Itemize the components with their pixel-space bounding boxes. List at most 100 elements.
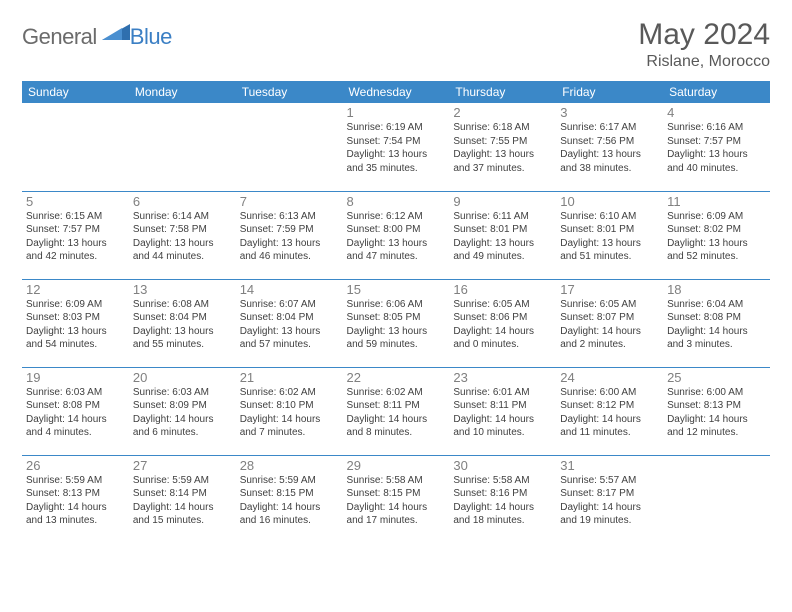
day-number: 23 bbox=[453, 370, 550, 385]
day-cell: 21Sunrise: 6:02 AMSunset: 8:10 PMDayligh… bbox=[236, 367, 343, 455]
day-cell: 12Sunrise: 6:09 AMSunset: 8:03 PMDayligh… bbox=[22, 279, 129, 367]
day-cell bbox=[663, 455, 770, 543]
day-info: Sunrise: 5:59 AMSunset: 8:15 PMDaylight:… bbox=[240, 474, 337, 528]
day-number: 13 bbox=[133, 282, 230, 297]
day-number: 7 bbox=[240, 194, 337, 209]
day-number: 3 bbox=[560, 105, 657, 120]
day-header-thu: Thursday bbox=[449, 81, 556, 103]
day-info: Sunrise: 6:19 AMSunset: 7:54 PMDaylight:… bbox=[347, 121, 444, 175]
day-info: Sunrise: 6:02 AMSunset: 8:11 PMDaylight:… bbox=[347, 386, 444, 440]
day-cell bbox=[22, 103, 129, 191]
day-header-fri: Friday bbox=[556, 81, 663, 103]
day-cell: 23Sunrise: 6:01 AMSunset: 8:11 PMDayligh… bbox=[449, 367, 556, 455]
month-title: May 2024 bbox=[638, 18, 770, 51]
day-cell: 13Sunrise: 6:08 AMSunset: 8:04 PMDayligh… bbox=[129, 279, 236, 367]
day-info: Sunrise: 5:59 AMSunset: 8:13 PMDaylight:… bbox=[26, 474, 123, 528]
day-number: 5 bbox=[26, 194, 123, 209]
day-number: 4 bbox=[667, 105, 764, 120]
day-number: 14 bbox=[240, 282, 337, 297]
day-cell: 6Sunrise: 6:14 AMSunset: 7:58 PMDaylight… bbox=[129, 191, 236, 279]
location-subtitle: Rislane, Morocco bbox=[638, 53, 770, 71]
week-row: 26Sunrise: 5:59 AMSunset: 8:13 PMDayligh… bbox=[22, 455, 770, 543]
day-info: Sunrise: 6:18 AMSunset: 7:55 PMDaylight:… bbox=[453, 121, 550, 175]
day-cell: 31Sunrise: 5:57 AMSunset: 8:17 PMDayligh… bbox=[556, 455, 663, 543]
day-info: Sunrise: 5:58 AMSunset: 8:15 PMDaylight:… bbox=[347, 474, 444, 528]
day-info: Sunrise: 6:06 AMSunset: 8:05 PMDaylight:… bbox=[347, 298, 444, 352]
day-cell: 4Sunrise: 6:16 AMSunset: 7:57 PMDaylight… bbox=[663, 103, 770, 191]
calendar-page: General Blue May 2024 Rislane, Morocco S… bbox=[0, 0, 792, 543]
day-info: Sunrise: 6:05 AMSunset: 8:06 PMDaylight:… bbox=[453, 298, 550, 352]
day-info: Sunrise: 5:59 AMSunset: 8:14 PMDaylight:… bbox=[133, 474, 230, 528]
day-cell: 20Sunrise: 6:03 AMSunset: 8:09 PMDayligh… bbox=[129, 367, 236, 455]
logo-text-blue: Blue bbox=[130, 24, 172, 50]
day-number: 30 bbox=[453, 458, 550, 473]
day-number: 2 bbox=[453, 105, 550, 120]
day-info: Sunrise: 6:14 AMSunset: 7:58 PMDaylight:… bbox=[133, 210, 230, 264]
day-cell: 3Sunrise: 6:17 AMSunset: 7:56 PMDaylight… bbox=[556, 103, 663, 191]
day-cell bbox=[129, 103, 236, 191]
day-info: Sunrise: 6:13 AMSunset: 7:59 PMDaylight:… bbox=[240, 210, 337, 264]
day-cell: 28Sunrise: 5:59 AMSunset: 8:15 PMDayligh… bbox=[236, 455, 343, 543]
day-cell: 18Sunrise: 6:04 AMSunset: 8:08 PMDayligh… bbox=[663, 279, 770, 367]
day-cell: 11Sunrise: 6:09 AMSunset: 8:02 PMDayligh… bbox=[663, 191, 770, 279]
day-info: Sunrise: 6:07 AMSunset: 8:04 PMDaylight:… bbox=[240, 298, 337, 352]
day-header-tue: Tuesday bbox=[236, 81, 343, 103]
day-info: Sunrise: 6:12 AMSunset: 8:00 PMDaylight:… bbox=[347, 210, 444, 264]
week-row: 19Sunrise: 6:03 AMSunset: 8:08 PMDayligh… bbox=[22, 367, 770, 455]
day-info: Sunrise: 6:00 AMSunset: 8:12 PMDaylight:… bbox=[560, 386, 657, 440]
day-header-mon: Monday bbox=[129, 81, 236, 103]
day-cell: 25Sunrise: 6:00 AMSunset: 8:13 PMDayligh… bbox=[663, 367, 770, 455]
day-number: 21 bbox=[240, 370, 337, 385]
logo-triangle-icon bbox=[102, 22, 130, 40]
day-info: Sunrise: 6:17 AMSunset: 7:56 PMDaylight:… bbox=[560, 121, 657, 175]
day-number: 8 bbox=[347, 194, 444, 209]
day-cell: 16Sunrise: 6:05 AMSunset: 8:06 PMDayligh… bbox=[449, 279, 556, 367]
day-number: 19 bbox=[26, 370, 123, 385]
day-number: 24 bbox=[560, 370, 657, 385]
day-cell: 27Sunrise: 5:59 AMSunset: 8:14 PMDayligh… bbox=[129, 455, 236, 543]
day-cell: 5Sunrise: 6:15 AMSunset: 7:57 PMDaylight… bbox=[22, 191, 129, 279]
title-block: May 2024 Rislane, Morocco bbox=[638, 18, 770, 71]
logo-text-general: General bbox=[22, 24, 97, 50]
day-number: 6 bbox=[133, 194, 230, 209]
day-info: Sunrise: 6:15 AMSunset: 7:57 PMDaylight:… bbox=[26, 210, 123, 264]
day-number: 11 bbox=[667, 194, 764, 209]
day-cell: 22Sunrise: 6:02 AMSunset: 8:11 PMDayligh… bbox=[343, 367, 450, 455]
day-cell: 10Sunrise: 6:10 AMSunset: 8:01 PMDayligh… bbox=[556, 191, 663, 279]
day-number: 17 bbox=[560, 282, 657, 297]
day-number: 22 bbox=[347, 370, 444, 385]
brand-logo: General Blue bbox=[22, 18, 172, 50]
day-number: 29 bbox=[347, 458, 444, 473]
day-number: 16 bbox=[453, 282, 550, 297]
day-header-sat: Saturday bbox=[663, 81, 770, 103]
day-info: Sunrise: 6:04 AMSunset: 8:08 PMDaylight:… bbox=[667, 298, 764, 352]
day-info: Sunrise: 6:05 AMSunset: 8:07 PMDaylight:… bbox=[560, 298, 657, 352]
week-row: 12Sunrise: 6:09 AMSunset: 8:03 PMDayligh… bbox=[22, 279, 770, 367]
day-cell: 2Sunrise: 6:18 AMSunset: 7:55 PMDaylight… bbox=[449, 103, 556, 191]
day-header-row: Sunday Monday Tuesday Wednesday Thursday… bbox=[22, 81, 770, 103]
day-number: 9 bbox=[453, 194, 550, 209]
day-cell: 9Sunrise: 6:11 AMSunset: 8:01 PMDaylight… bbox=[449, 191, 556, 279]
day-number: 25 bbox=[667, 370, 764, 385]
calendar-body: 1Sunrise: 6:19 AMSunset: 7:54 PMDaylight… bbox=[22, 103, 770, 543]
day-info: Sunrise: 6:11 AMSunset: 8:01 PMDaylight:… bbox=[453, 210, 550, 264]
day-cell: 24Sunrise: 6:00 AMSunset: 8:12 PMDayligh… bbox=[556, 367, 663, 455]
day-cell: 29Sunrise: 5:58 AMSunset: 8:15 PMDayligh… bbox=[343, 455, 450, 543]
day-cell: 17Sunrise: 6:05 AMSunset: 8:07 PMDayligh… bbox=[556, 279, 663, 367]
page-header: General Blue May 2024 Rislane, Morocco bbox=[22, 18, 770, 71]
day-cell bbox=[236, 103, 343, 191]
day-info: Sunrise: 6:03 AMSunset: 8:08 PMDaylight:… bbox=[26, 386, 123, 440]
day-number: 15 bbox=[347, 282, 444, 297]
day-number: 28 bbox=[240, 458, 337, 473]
day-cell: 26Sunrise: 5:59 AMSunset: 8:13 PMDayligh… bbox=[22, 455, 129, 543]
week-row: 1Sunrise: 6:19 AMSunset: 7:54 PMDaylight… bbox=[22, 103, 770, 191]
day-info: Sunrise: 6:10 AMSunset: 8:01 PMDaylight:… bbox=[560, 210, 657, 264]
day-info: Sunrise: 5:57 AMSunset: 8:17 PMDaylight:… bbox=[560, 474, 657, 528]
day-info: Sunrise: 6:09 AMSunset: 8:03 PMDaylight:… bbox=[26, 298, 123, 352]
day-number: 26 bbox=[26, 458, 123, 473]
day-number: 20 bbox=[133, 370, 230, 385]
day-cell: 8Sunrise: 6:12 AMSunset: 8:00 PMDaylight… bbox=[343, 191, 450, 279]
day-number: 18 bbox=[667, 282, 764, 297]
day-number: 31 bbox=[560, 458, 657, 473]
day-info: Sunrise: 6:00 AMSunset: 8:13 PMDaylight:… bbox=[667, 386, 764, 440]
